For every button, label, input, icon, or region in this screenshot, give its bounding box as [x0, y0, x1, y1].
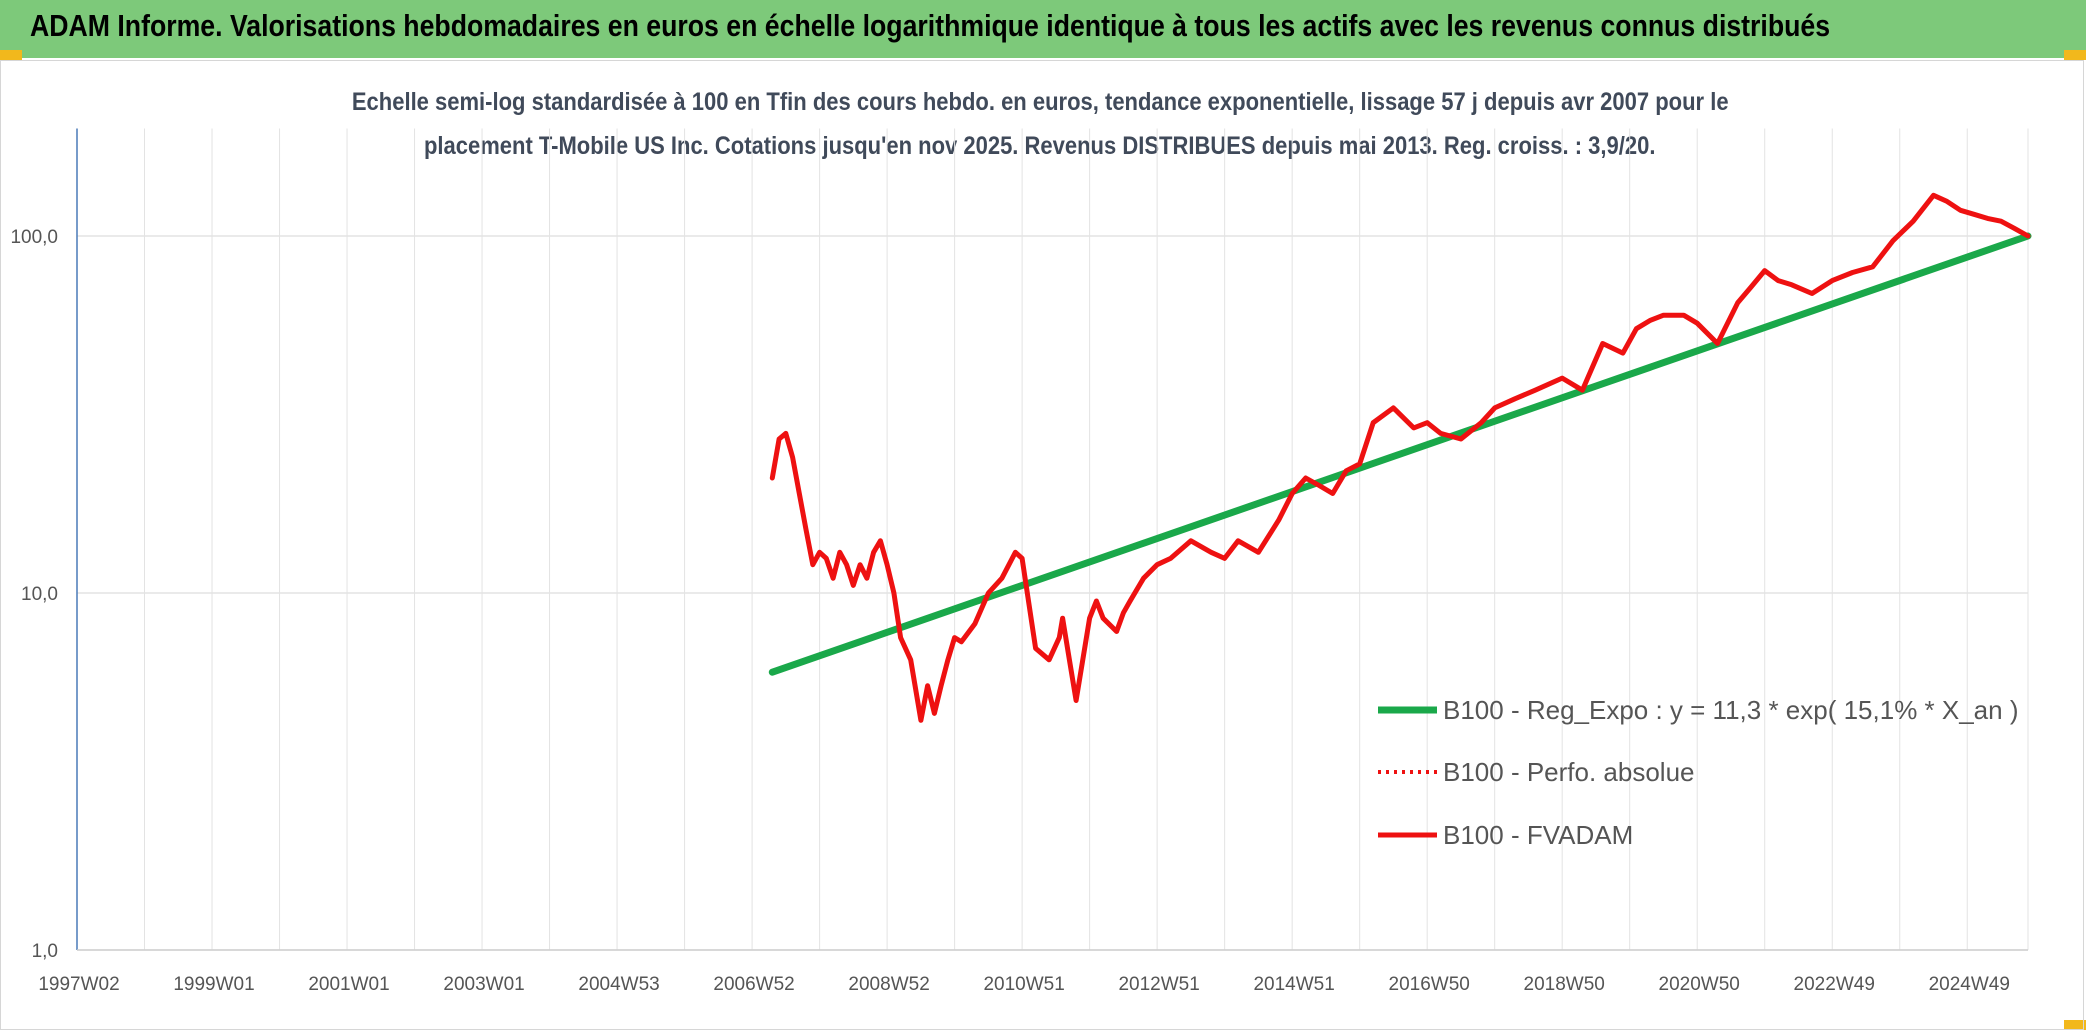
- x-tick-label: 2010W51: [983, 974, 1064, 995]
- header-title: ADAM Informe. Valorisations hebdomadaire…: [30, 8, 1831, 43]
- axes: [76, 128, 2028, 951]
- y-tick-label: 100,0: [10, 227, 58, 248]
- series-line-solid-green: [768, 232, 2032, 676]
- x-tick-label: 2014W51: [1253, 974, 1334, 995]
- series: [768, 192, 2032, 723]
- x-tick-label: 2004W53: [578, 974, 659, 995]
- corner-marker-bottom-right: [2064, 1020, 2086, 1030]
- y-tick-label: 1,0: [32, 941, 58, 962]
- y-tick-label: 10,0: [21, 584, 58, 605]
- x-tick-label: 2022W49: [1794, 974, 1875, 995]
- x-tick-label: 2008W52: [848, 974, 929, 995]
- chart-frame: [0, 60, 2084, 1030]
- x-tick-label: 2018W50: [1524, 974, 1605, 995]
- legend-label: B100 - Reg_Expo : y = 11,3 * exp( 15,1% …: [1443, 695, 2018, 725]
- legend-label: B100 - FVADAM: [1443, 820, 1633, 850]
- corner-marker-top-left: [0, 50, 22, 60]
- x-tick-label: 2024W49: [1929, 974, 2010, 995]
- x-tick-label: 2003W01: [443, 974, 524, 995]
- x-tick-label: 2016W50: [1389, 974, 1470, 995]
- legend[interactable]: B100 - Reg_Expo : y = 11,3 * exp( 15,1% …: [1378, 695, 2018, 850]
- x-tick-label: 1999W01: [173, 974, 254, 995]
- x-tick-label: 1997W02: [38, 974, 119, 995]
- x-tick-label: 2012W51: [1118, 974, 1199, 995]
- chart-title-line-2: placement T-Mobile US Inc. Cotations jus…: [424, 132, 1656, 160]
- x-tick-label: 2001W01: [308, 974, 389, 995]
- x-tick-label: 2006W52: [713, 974, 794, 995]
- series-line-solid-red: [769, 192, 2031, 723]
- tick-labels: 1,0 10,0 100,0 1997W02 1999W01 2001W01 2003W01…: [10, 227, 2009, 995]
- legend-label: B100 - Perfo. absolue: [1443, 757, 1695, 787]
- header-bar: ADAM Informe. Valorisations hebdomadaire…: [0, 0, 2086, 58]
- corner-marker-top-right: [2064, 50, 2086, 60]
- x-tick-label: 2020W50: [1659, 974, 1740, 995]
- chart-title-line-1: Echelle semi-log standardisée à 100 en T…: [351, 88, 1729, 116]
- grid: [76, 128, 2029, 951]
